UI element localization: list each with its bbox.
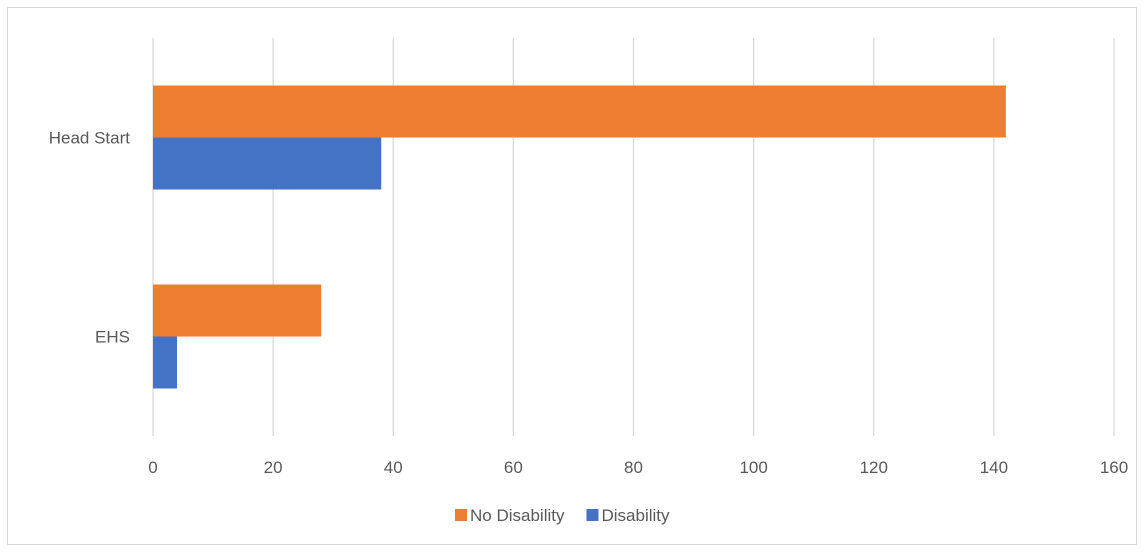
x-tick-label: 0	[148, 458, 157, 477]
y-axis: EHS Head Start	[49, 129, 131, 347]
x-tick-label: 100	[739, 458, 767, 477]
x-tick-label: 40	[384, 458, 403, 477]
legend-label-no-disability: No Disability	[470, 506, 565, 525]
x-tick-label: 120	[860, 458, 888, 477]
category-label-ehs: EHS	[95, 328, 130, 347]
x-tick-label: 140	[980, 458, 1008, 477]
category-label-head-start: Head Start	[49, 129, 131, 148]
x-tick-label: 80	[624, 458, 643, 477]
x-axis: 0 20 40 60 80 100 120 140 160	[148, 458, 1128, 477]
bar-disability-head-start	[153, 137, 382, 190]
legend-swatch-disability	[586, 509, 599, 521]
x-tick-label: 60	[504, 458, 523, 477]
legend: No Disability Disability	[455, 506, 670, 525]
bars	[153, 85, 1006, 389]
bar-no-disability-head-start	[153, 85, 1006, 138]
x-tick-label: 160	[1100, 458, 1128, 477]
bar-no-disability-ehs	[153, 284, 322, 337]
bar-disability-ehs	[153, 336, 178, 389]
x-tick-label: 20	[264, 458, 283, 477]
legend-swatch-no-disability	[455, 509, 467, 521]
legend-label-disability: Disability	[601, 506, 670, 525]
